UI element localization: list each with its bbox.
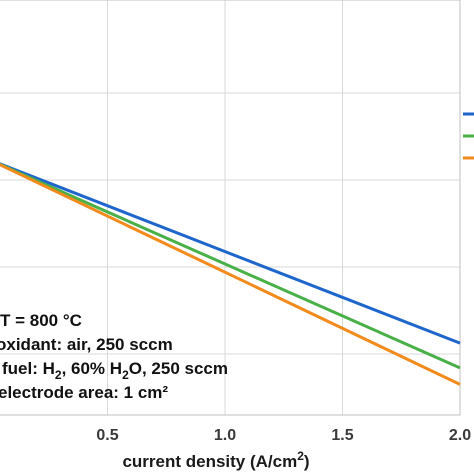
plot-frame: [0, 0, 461, 416]
series-line-2: [0, 162, 461, 370]
series-layer: [0, 162, 461, 386]
annotation-area: electrode area: 1 cm²: [0, 383, 168, 402]
x-tick-label-0: 0.5: [96, 427, 118, 444]
legend: [463, 112, 474, 160]
x-tick-labels: 0.5 1.0 1.5 2.0: [96, 427, 471, 444]
x-tick-label-2: 1.5: [331, 427, 353, 444]
x-tick-label-1: 1.0: [214, 427, 236, 444]
series-line-3: [0, 163, 461, 386]
x-axis-label: current density (A/cm2): [122, 449, 309, 471]
annotation-fuel: fuel: H2, 60% H2O, 250 sccm: [2, 359, 228, 382]
series-line-1: [0, 162, 461, 345]
annotation-oxidant: oxidant: air, 250 sccm: [0, 335, 173, 354]
x-tick-label-3: 2.0: [449, 427, 471, 444]
annotation-block: T = 800 °C oxidant: air, 250 sccm fuel: …: [0, 311, 228, 402]
annotation-temperature: T = 800 °C: [0, 311, 82, 330]
